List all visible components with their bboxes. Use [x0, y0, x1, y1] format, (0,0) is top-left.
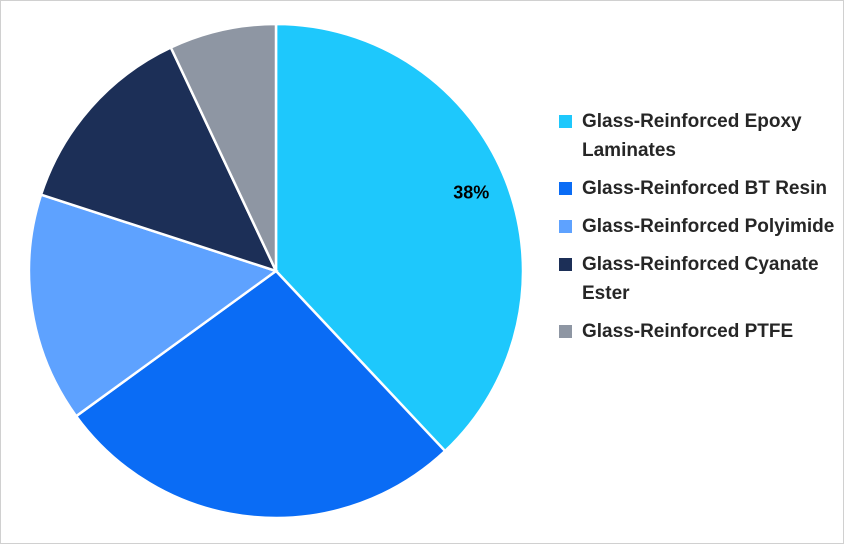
legend-item: Glass-Reinforced BT Resin	[559, 174, 839, 203]
data-label: 38%	[453, 182, 489, 202]
legend-item: Glass-Reinforced Polyimide	[559, 212, 839, 241]
legend: Glass-Reinforced Epoxy Laminates Glass-Re…	[559, 107, 839, 355]
legend-label: Glass-Reinforced Cyanate Ester	[582, 254, 819, 304]
legend-item: Glass-Reinforced Epoxy Laminates	[559, 107, 839, 165]
legend-swatch	[559, 325, 572, 338]
legend-item: Glass-Reinforced Cyanate Ester	[559, 250, 839, 308]
pie-slice	[169, 22, 278, 272]
pie-slice	[39, 45, 279, 274]
pie-slice	[74, 269, 447, 520]
legend-swatch	[559, 258, 572, 271]
legend-swatch	[559, 220, 572, 233]
legend-label: Glass-Reinforced Polyimide	[582, 216, 835, 237]
pie-slice	[27, 193, 279, 418]
legend-swatch	[559, 115, 572, 128]
legend-item: Glass-Reinforced PTFE	[559, 317, 839, 346]
legend-swatch	[559, 182, 572, 195]
legend-label: Glass-Reinforced Epoxy Laminates	[582, 111, 802, 161]
pie-slice	[274, 22, 525, 453]
legend-label: Glass-Reinforced BT Resin	[582, 178, 827, 199]
legend-label: Glass-Reinforced PTFE	[582, 321, 794, 342]
